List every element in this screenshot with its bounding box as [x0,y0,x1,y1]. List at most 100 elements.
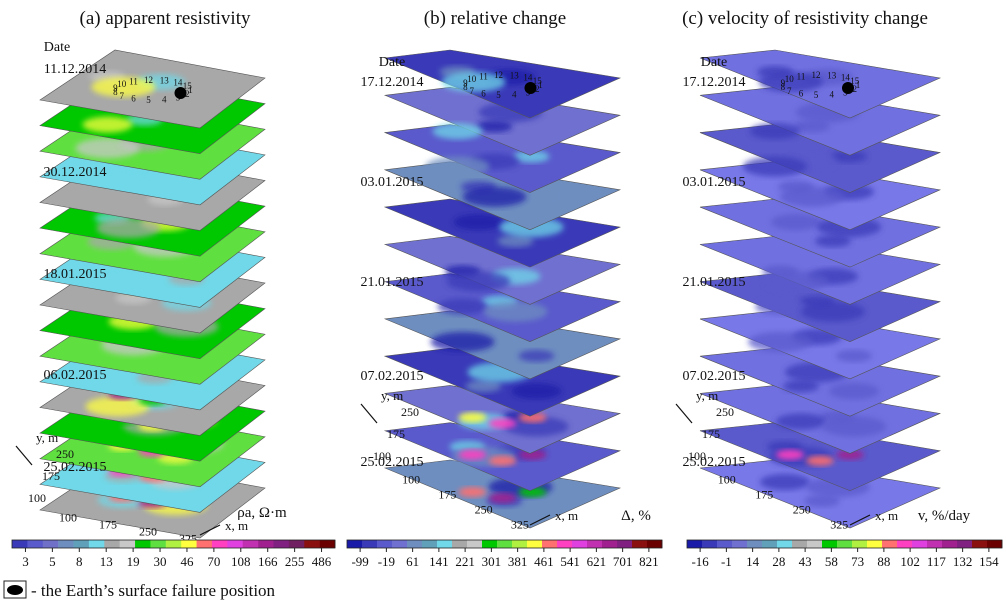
colorbar-swatch [512,540,528,548]
colorbar-swatch [227,540,244,548]
contour-blob [453,214,504,231]
date-header: Date [701,55,727,70]
date-label: 07.02.2015 [683,369,746,384]
electrode-label: 6 [481,89,486,99]
colorbar-swatch [557,540,573,548]
x-tick-label: 325 [830,518,848,532]
colorbar-swatch [347,540,363,548]
colorbar-swatch [942,540,958,548]
electrode-label: 7 [787,86,792,96]
x-tick-label: 175 [99,518,117,532]
hot-spot [488,455,517,466]
slice-layer [383,310,622,380]
electrode-label: 13 [510,70,520,80]
colorbar-swatch [852,540,868,548]
electrode-label: 9 [781,78,786,88]
hot-spot [458,487,487,497]
colorbar: 3 5 8 13 19 30 46 70 108 166 255 486 ρa, Ω·m [11,505,336,569]
footnote-text: - the Earth’s surface failure position [31,581,276,600]
y-tick-label: 100 [373,449,391,463]
colorbar-swatch [927,540,943,548]
contour-blob [764,271,828,292]
colorbar-swatch [912,540,928,548]
colorbar-swatch [258,540,274,548]
y-tick-label: 175 [387,427,405,441]
slice-layer [699,422,942,492]
colorbar-swatch [88,540,105,548]
electrode-label: 8 [113,87,118,97]
date-header: Date [44,40,70,55]
contour-blob [783,380,819,393]
date-label: 25.02.2015 [44,460,107,475]
colorbar-tick-label: 255 [285,554,305,569]
slice-layer [699,310,942,380]
x-axis-label: x, m [875,508,898,523]
colorbar-tick-label: 5 [49,554,56,569]
colorbar-swatch [362,540,378,548]
hot-spot [488,418,517,429]
colorbar-swatch [527,540,543,548]
colorbar-swatch [242,540,259,548]
colorbar-tick-label: 221 [455,554,475,569]
electrode-label: 12 [144,75,153,85]
colorbar-tick-label: 102 [900,554,920,569]
colorbar: -99 -19 61 141 221 301 381 461 541 621 701 821 Δ, % [346,508,663,569]
slice-layer [699,198,942,268]
date-header: Date [379,55,405,70]
colorbar-tick-label: 117 [927,554,947,569]
colorbar-tick-label: 61 [406,554,419,569]
colorbar-swatch [181,540,197,548]
colorbar-tick-label: 132 [953,554,973,569]
y-axis-label: y, m [696,388,718,403]
date-label: 06.02.2015 [44,368,107,383]
date-label: 21.01.2015 [361,275,424,290]
electrode-label: 4 [162,95,167,105]
colorbar-tick-label: 8 [76,554,83,569]
colorbar-tick-label: -99 [351,554,368,569]
y-tick-label: 100 [688,449,706,463]
contour-blob [430,331,495,352]
y-tick-label: 175 [702,427,720,441]
x-axis-arrow [849,514,871,526]
slice-layer [699,124,942,193]
hot-spot [458,412,487,423]
hot-spot [518,449,547,460]
hot-spot [518,487,547,497]
colorbar-swatch [702,540,718,548]
slice-layer [699,236,942,305]
colorbar-swatch [807,540,823,548]
colorbar-swatch [392,540,408,548]
colorbar-swatch [542,540,558,548]
chart-panel-1: (a) apparent resistivity1234567891011121… [11,8,336,569]
y-axis-arrow [675,403,693,424]
colorbar-swatch [572,540,588,548]
colorbar-tick-label: -1 [721,554,732,569]
colorbar-swatch [747,540,763,548]
electrode-label: 12 [494,70,503,80]
hot-spot [776,449,804,460]
electrode-label: 14 [173,78,183,88]
colorbar-swatch [58,540,74,548]
electrode-label: 1 [188,85,193,95]
colorbar-unit-label: ρa, Ω·m [237,505,287,521]
hot-spot [458,449,487,460]
failure-marker [842,82,854,94]
x-tick-label: 100 [402,473,420,487]
date-label: 17.12.2014 [361,75,424,90]
slice-layer [699,273,942,342]
colorbar-swatch [165,540,182,548]
electrode-label: 1 [856,80,861,90]
contour-blob [829,383,879,400]
hot-spot [836,449,864,460]
axes: 100 175 250 325 100 175 250 x, m y, m [675,388,898,532]
slice-layer [699,49,942,119]
colorbar-swatch [104,540,120,548]
contour-blob [759,72,823,92]
x-tick-label: 325 [511,518,529,532]
contour-blob [465,380,502,393]
x-axis-arrow [199,524,221,536]
electrode-label: 7 [120,91,125,101]
colorbar-swatch [602,540,618,548]
slice-layer [383,236,622,305]
slice-layer [383,124,622,193]
